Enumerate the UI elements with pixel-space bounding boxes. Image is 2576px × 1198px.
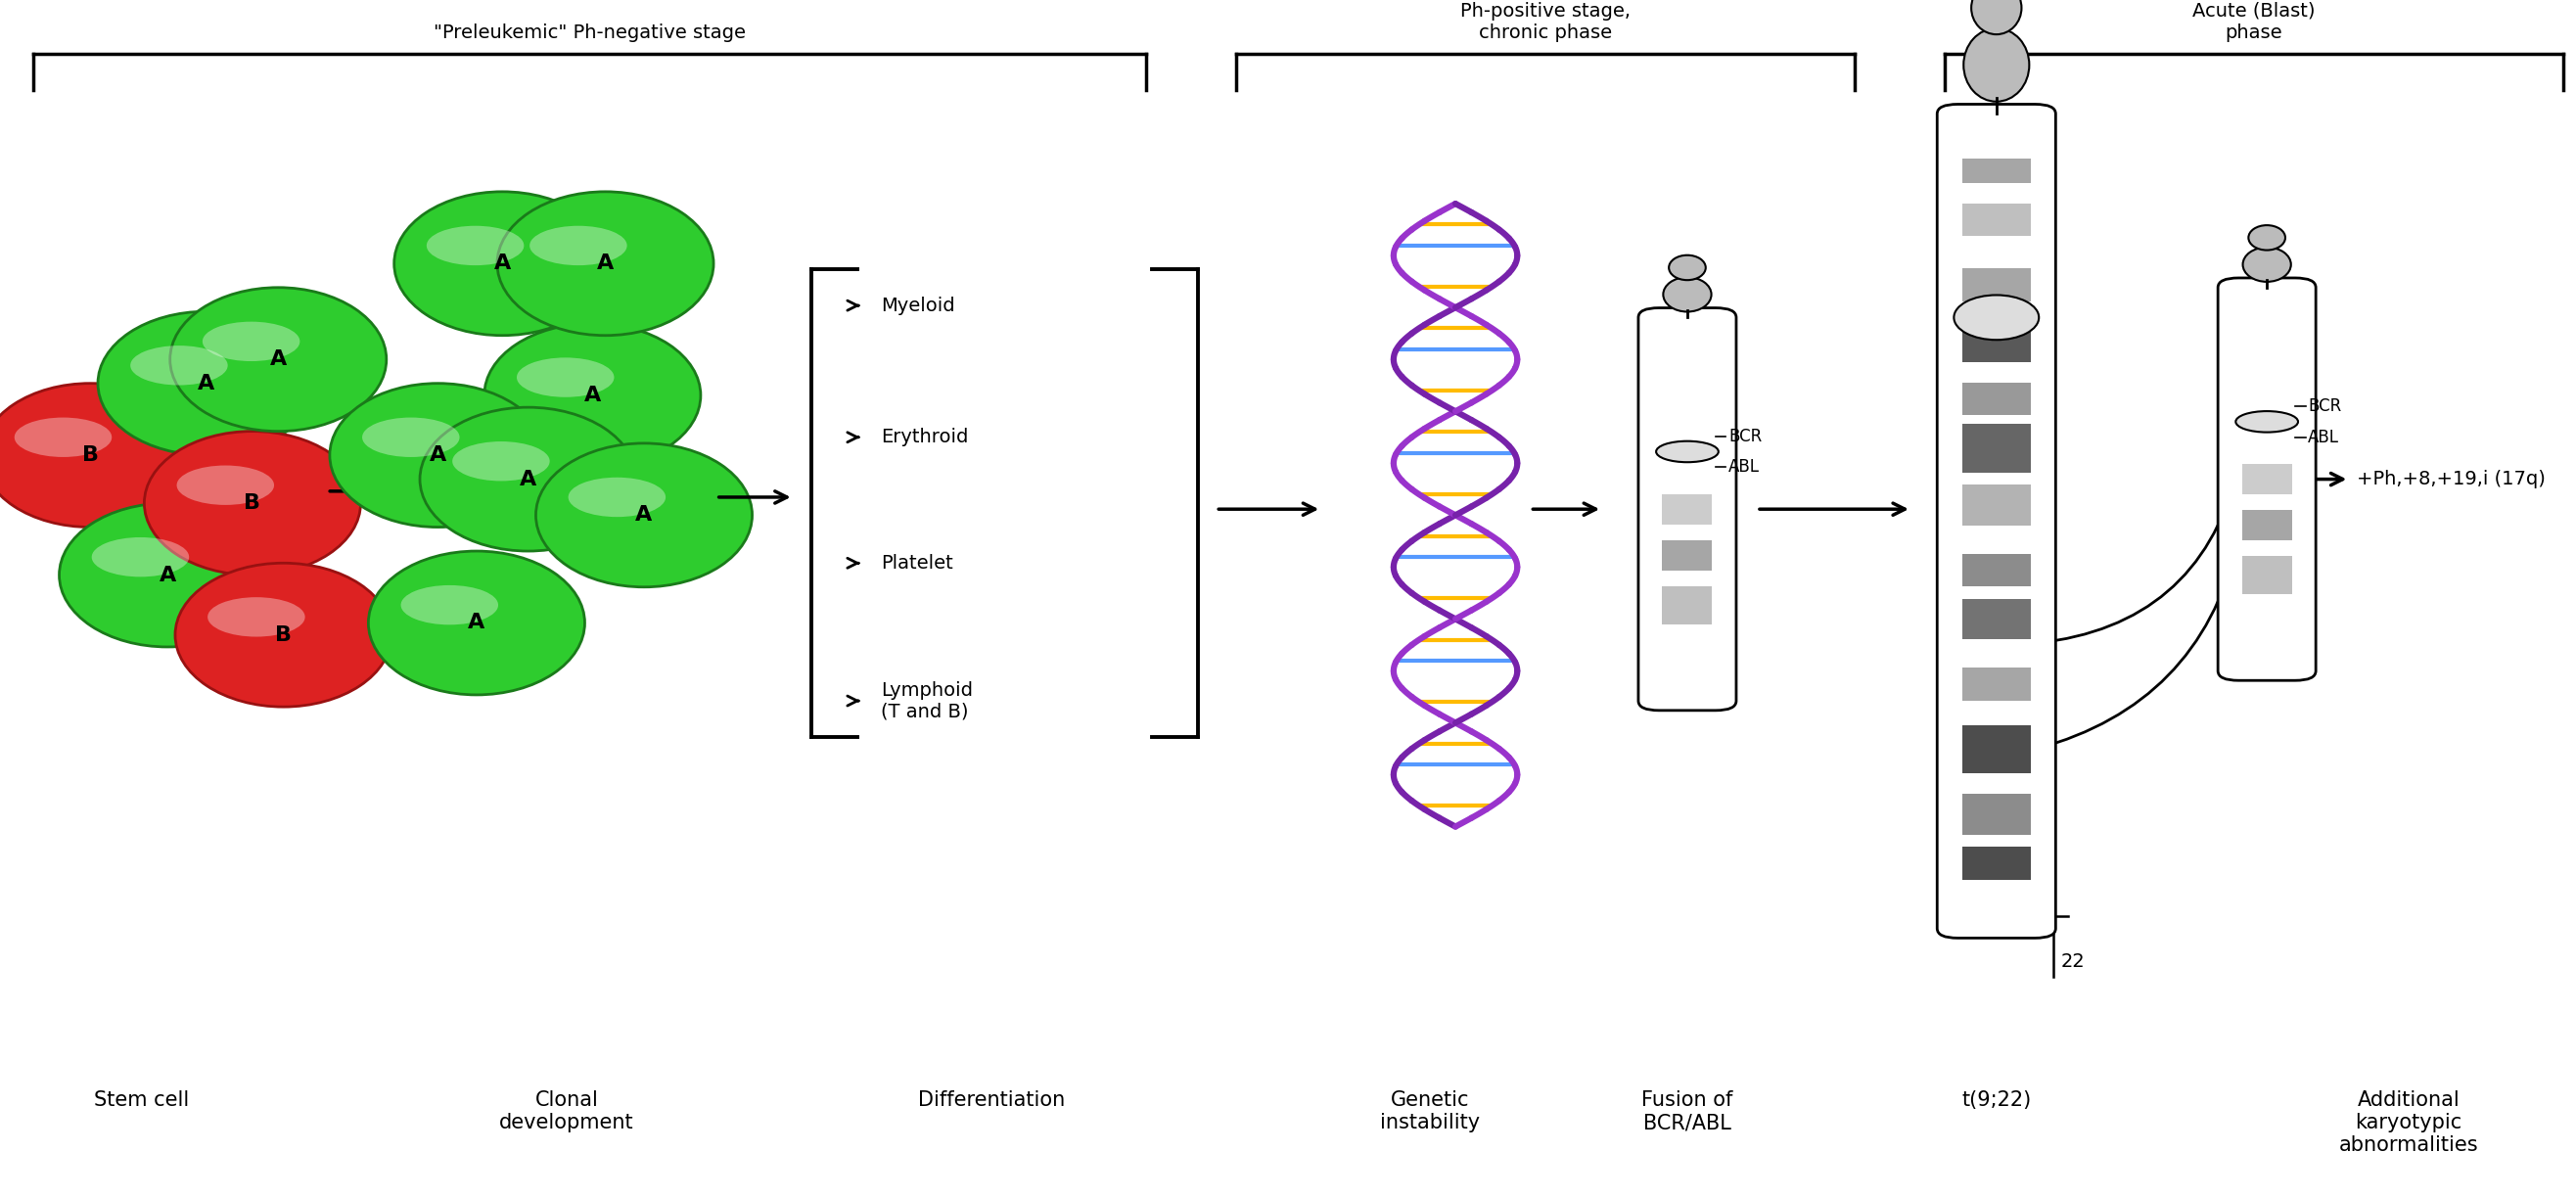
Text: A: A: [160, 565, 175, 585]
Text: A: A: [598, 254, 613, 273]
Text: 22: 22: [2061, 952, 2084, 972]
Ellipse shape: [402, 585, 497, 625]
Ellipse shape: [204, 321, 299, 362]
FancyBboxPatch shape: [1937, 104, 2056, 938]
Bar: [1963, 382, 2030, 416]
Text: Platelet: Platelet: [881, 553, 953, 573]
Ellipse shape: [2244, 247, 2290, 282]
Bar: [2241, 464, 2293, 495]
Text: Acute (Blast)
phase: Acute (Blast) phase: [2192, 2, 2316, 42]
Text: Fusion of
BCR/ABL: Fusion of BCR/ABL: [1641, 1090, 1734, 1132]
Ellipse shape: [428, 225, 523, 265]
Ellipse shape: [178, 465, 273, 506]
Bar: [1963, 158, 2030, 183]
Text: "Preleukemic" Ph-negative stage: "Preleukemic" Ph-negative stage: [433, 23, 747, 42]
Ellipse shape: [420, 407, 636, 551]
Text: A: A: [270, 350, 286, 369]
Ellipse shape: [1971, 0, 2022, 35]
Ellipse shape: [1656, 441, 1718, 462]
Bar: [1662, 540, 1713, 570]
Text: Additional
karyotypic
abnormalities: Additional karyotypic abnormalities: [2339, 1090, 2478, 1155]
Bar: [1662, 586, 1713, 624]
Ellipse shape: [1664, 277, 1710, 311]
Ellipse shape: [93, 537, 188, 576]
Bar: [1963, 321, 2030, 362]
Text: Stem cell: Stem cell: [95, 1090, 188, 1109]
Text: Ph-positive stage,
chronic phase: Ph-positive stage, chronic phase: [1461, 2, 1631, 42]
Text: ABL: ABL: [1728, 458, 1759, 476]
Text: A: A: [520, 470, 536, 489]
Ellipse shape: [518, 357, 613, 397]
Ellipse shape: [1963, 29, 2030, 102]
Bar: [1963, 423, 2030, 472]
Ellipse shape: [209, 597, 304, 637]
Bar: [1963, 667, 2030, 701]
Bar: [1963, 725, 2030, 774]
Ellipse shape: [394, 192, 611, 335]
Ellipse shape: [497, 192, 714, 335]
Bar: [1963, 484, 2030, 525]
Ellipse shape: [175, 563, 392, 707]
Ellipse shape: [0, 383, 198, 527]
Bar: [1662, 494, 1713, 525]
Text: B: B: [245, 494, 260, 513]
Bar: [1963, 553, 2030, 586]
Ellipse shape: [2236, 411, 2298, 432]
Ellipse shape: [484, 323, 701, 467]
Ellipse shape: [453, 441, 549, 480]
FancyBboxPatch shape: [2218, 278, 2316, 680]
Ellipse shape: [98, 311, 314, 455]
Bar: [2241, 556, 2293, 594]
Text: t(9;22): t(9;22): [1960, 1090, 2032, 1109]
Ellipse shape: [1953, 295, 2040, 340]
Ellipse shape: [131, 345, 227, 385]
Ellipse shape: [170, 288, 386, 431]
Text: A: A: [469, 613, 484, 633]
Ellipse shape: [144, 431, 361, 575]
Ellipse shape: [15, 417, 111, 456]
Ellipse shape: [569, 477, 665, 518]
Ellipse shape: [1669, 255, 1705, 280]
Text: +Ph,+8,+19,i (17q): +Ph,+8,+19,i (17q): [2357, 470, 2545, 489]
Text: A: A: [636, 506, 652, 525]
Text: Erythroid: Erythroid: [881, 428, 969, 447]
Bar: [1963, 794, 2030, 835]
Bar: [2241, 510, 2293, 540]
Text: Myeloid: Myeloid: [881, 296, 956, 315]
Text: A: A: [198, 374, 214, 393]
Text: A: A: [495, 254, 510, 273]
Text: B: B: [82, 446, 98, 465]
Text: B: B: [276, 625, 291, 645]
Ellipse shape: [59, 503, 276, 647]
Ellipse shape: [536, 443, 752, 587]
Ellipse shape: [368, 551, 585, 695]
Bar: [1963, 847, 2030, 879]
Bar: [1963, 268, 2030, 301]
Ellipse shape: [2249, 225, 2285, 250]
Text: ABL: ABL: [2308, 428, 2339, 446]
Ellipse shape: [363, 417, 459, 456]
Text: BCR: BCR: [1728, 428, 1762, 446]
Bar: [1963, 599, 2030, 640]
Text: Clonal
development: Clonal development: [500, 1090, 634, 1132]
Text: Differentiation: Differentiation: [917, 1090, 1066, 1109]
Text: Lymphoid
(T and B): Lymphoid (T and B): [881, 680, 974, 721]
Ellipse shape: [531, 225, 626, 265]
Text: BCR: BCR: [2308, 398, 2342, 416]
Text: A: A: [585, 386, 600, 405]
FancyBboxPatch shape: [1638, 308, 1736, 710]
Text: Genetic
instability: Genetic instability: [1381, 1090, 1479, 1132]
Ellipse shape: [330, 383, 546, 527]
Bar: [1963, 204, 2030, 236]
Text: A: A: [430, 446, 446, 465]
